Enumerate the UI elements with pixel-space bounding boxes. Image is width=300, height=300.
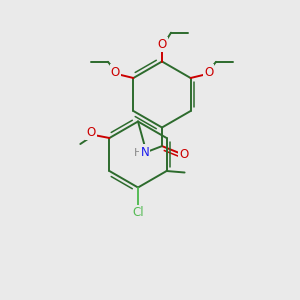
- Text: O: O: [111, 65, 120, 79]
- Text: O: O: [158, 38, 166, 51]
- Text: O: O: [86, 125, 95, 139]
- Text: Cl: Cl: [132, 206, 144, 219]
- Text: N: N: [140, 146, 149, 159]
- Text: H: H: [134, 148, 142, 158]
- Text: O: O: [179, 148, 188, 161]
- Text: O: O: [204, 65, 213, 79]
